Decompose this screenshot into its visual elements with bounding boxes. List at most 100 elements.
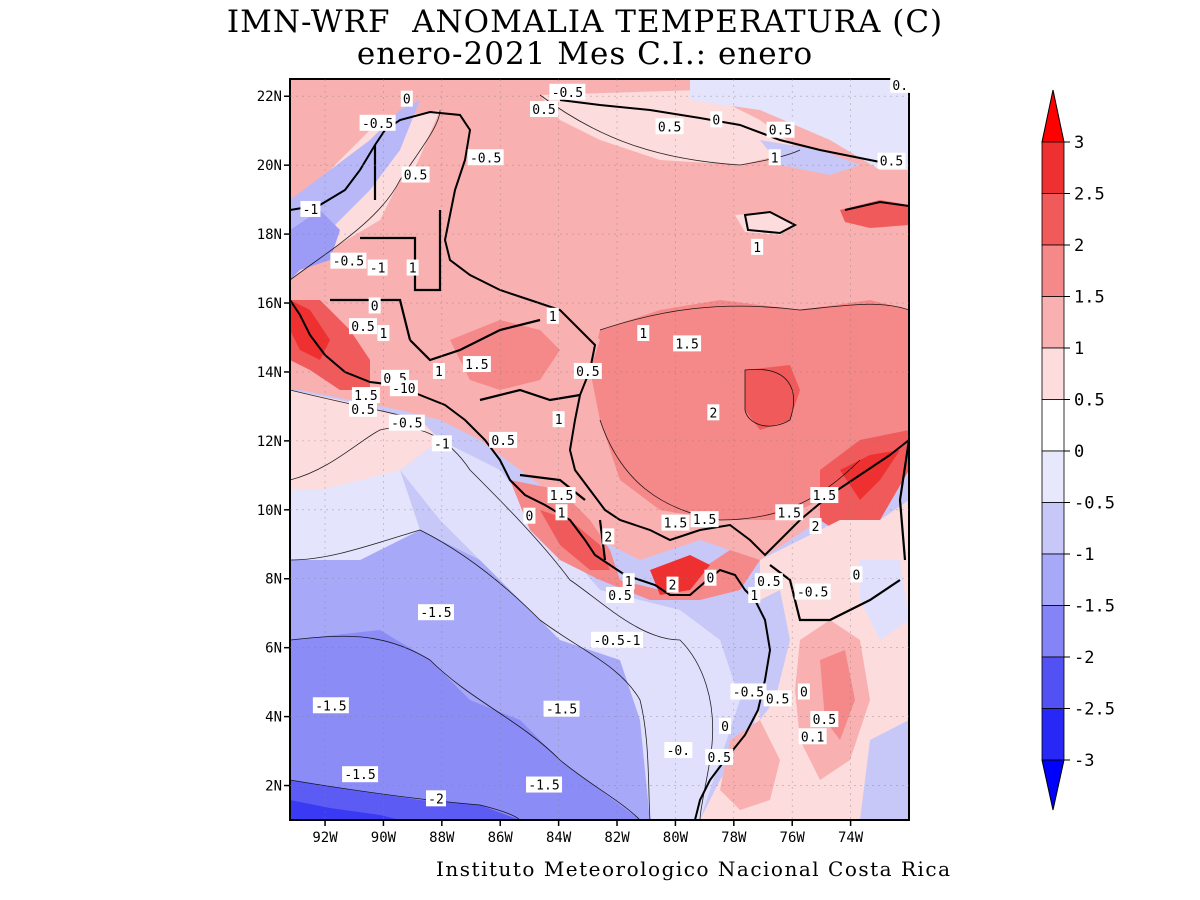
contour-label: 0 xyxy=(523,507,536,525)
lon-tick-label: 84W xyxy=(546,830,572,846)
colorbar-segment xyxy=(1041,450,1065,503)
map-title-line-1: IMN-WRF ANOMALIA TEMPERATURA (C) xyxy=(226,4,944,40)
svg-text:-1.5: -1.5 xyxy=(315,699,346,714)
contour-label: 1.5 xyxy=(351,387,380,404)
colorbar-segment xyxy=(1041,553,1065,606)
svg-text:1: 1 xyxy=(771,151,779,166)
contour-label: 2 xyxy=(666,576,679,594)
svg-text:0: 0 xyxy=(371,299,379,314)
contour-label: 1 xyxy=(377,325,390,342)
contour-label: 0 xyxy=(368,297,381,314)
lon-tick-label: 86W xyxy=(488,830,514,846)
contour-label: 0 xyxy=(704,569,717,587)
lat-tick-label: 8N xyxy=(265,572,282,588)
lon-tick-label: 92W xyxy=(312,830,338,846)
svg-text:0.5: 0.5 xyxy=(769,124,792,139)
svg-text:2: 2 xyxy=(812,520,820,535)
contour-label: 0.5 xyxy=(877,152,906,170)
colorbar-segment xyxy=(1041,708,1065,761)
contour-label: 2 xyxy=(809,518,822,535)
contour-label: 2 xyxy=(707,404,720,421)
contour-label: -1.5 xyxy=(543,700,580,718)
svg-text:1: 1 xyxy=(558,506,566,521)
colorbar-label: 0 xyxy=(1074,442,1084,462)
svg-text:-0.5: -0.5 xyxy=(333,255,364,270)
svg-text:-0.5-1: -0.5-1 xyxy=(594,634,641,649)
colorbar-label: 1.5 xyxy=(1074,288,1105,308)
colorbar-top-arrow xyxy=(1041,89,1065,143)
colorbar-label: 0.5 xyxy=(1074,391,1105,411)
svg-text:0: 0 xyxy=(403,93,411,108)
svg-text:-1.5: -1.5 xyxy=(420,606,451,621)
svg-text:0: 0 xyxy=(721,720,729,735)
lat-tick-label: 16N xyxy=(257,296,282,312)
svg-text:0.5: 0.5 xyxy=(757,575,780,590)
lat-tick-label: 2N xyxy=(265,779,282,795)
svg-text:0.1: 0.1 xyxy=(801,730,824,745)
colorbar-label: 1 xyxy=(1074,339,1084,359)
contour-label: 1.5 xyxy=(775,504,804,521)
svg-text:0.5: 0.5 xyxy=(404,169,427,184)
lon-tick-label: 80W xyxy=(663,830,689,846)
svg-text:-0.5: -0.5 xyxy=(391,417,422,432)
lon-tick-label: 76W xyxy=(780,830,806,846)
contour-label: -1.5 xyxy=(526,776,563,794)
svg-text:1: 1 xyxy=(549,310,557,325)
contour-label: -1 xyxy=(300,200,321,218)
colorbar-label: 2.5 xyxy=(1074,185,1105,205)
contour-label: 1 xyxy=(555,504,568,521)
contour-label: 0.5 xyxy=(766,121,795,139)
svg-text:0: 0 xyxy=(800,685,808,700)
svg-text:0.5: 0.5 xyxy=(491,434,514,449)
svg-text:0.5: 0.5 xyxy=(351,403,374,418)
contour-label: 1.5 xyxy=(462,356,491,373)
contour-label: -0.5 xyxy=(467,149,504,166)
contour-label: 2 xyxy=(602,528,615,545)
colorbar-label: 3 xyxy=(1074,133,1084,153)
contour-label: 0.5 xyxy=(810,711,839,728)
svg-text:-2: -2 xyxy=(428,792,444,807)
contour-label: 1 xyxy=(751,238,764,256)
contour-label: 0.5 xyxy=(348,318,377,335)
colorbar-segment xyxy=(1041,347,1065,400)
footer-credit: Instituto Meteorologico Nacional Costa R… xyxy=(436,857,952,881)
svg-text:-1: -1 xyxy=(434,437,450,452)
svg-text:2: 2 xyxy=(604,530,612,545)
contour-label: 0.5 xyxy=(489,431,518,449)
svg-text:1: 1 xyxy=(753,241,761,256)
contour-label: 0 xyxy=(797,683,810,700)
svg-text:-0.5: -0.5 xyxy=(362,117,393,132)
contour-label: 1 xyxy=(622,573,635,590)
svg-text:-1: -1 xyxy=(303,203,319,218)
contour-label: 0.5 xyxy=(655,118,684,135)
contour-label: 0.5 xyxy=(348,400,377,418)
svg-text:0: 0 xyxy=(712,113,720,128)
svg-text:0.5: 0.5 xyxy=(766,692,789,707)
lat-tick-label: 20N xyxy=(257,158,282,174)
contour-label: -0.5 xyxy=(359,114,396,132)
svg-text:1: 1 xyxy=(409,262,417,277)
colorbar: 3 2.5 2 1.5 1 0.5 0 -0.5 -1 -1.5 -2 -2.5 -3 xyxy=(1041,89,1115,811)
contour-label: 0.5 xyxy=(573,362,602,380)
svg-text:0: 0 xyxy=(526,510,534,525)
lon-tick-label: 88W xyxy=(429,830,455,846)
colorbar-label: -2 xyxy=(1074,648,1094,668)
map-field xyxy=(290,79,909,820)
svg-text:0.5: 0.5 xyxy=(532,103,555,118)
contour-label: 0.5 xyxy=(754,573,783,590)
contour-label: 1 xyxy=(637,325,650,342)
contour-label: 1 xyxy=(768,149,781,166)
svg-text:1.5: 1.5 xyxy=(813,489,836,504)
svg-text:0.5: 0.5 xyxy=(813,713,836,728)
contour-label: -0.5 xyxy=(388,414,425,432)
lon-tick-label: 74W xyxy=(838,830,864,846)
svg-text:0.5: 0.5 xyxy=(576,365,599,380)
contour-label: 1 xyxy=(546,307,559,325)
contour-label: 0 xyxy=(719,717,732,735)
lat-tick-label: 22N xyxy=(257,89,282,105)
svg-text:-0.5: -0.5 xyxy=(552,86,583,101)
colorbar-label: -1 xyxy=(1074,545,1094,565)
svg-text:-10: -10 xyxy=(392,382,415,397)
colorbar-label: -1.5 xyxy=(1074,597,1115,617)
contour-label: 0. xyxy=(890,76,911,94)
